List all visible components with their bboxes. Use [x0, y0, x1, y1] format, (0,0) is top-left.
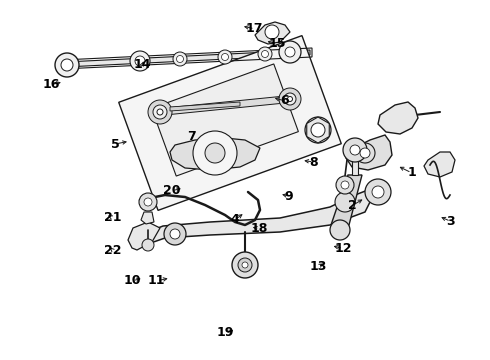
Polygon shape [255, 22, 290, 44]
Polygon shape [170, 102, 240, 111]
Polygon shape [141, 212, 154, 224]
Circle shape [176, 55, 183, 63]
Circle shape [279, 88, 301, 110]
Polygon shape [170, 138, 260, 170]
Text: 6: 6 [280, 94, 289, 107]
Text: 8: 8 [309, 156, 318, 168]
Circle shape [238, 258, 252, 272]
Circle shape [218, 50, 232, 64]
Text: 1: 1 [407, 166, 416, 179]
Circle shape [372, 186, 384, 198]
Polygon shape [140, 190, 372, 245]
Circle shape [343, 138, 367, 162]
Text: 4: 4 [231, 213, 240, 226]
Circle shape [355, 143, 375, 163]
Text: 14: 14 [133, 58, 151, 71]
Text: 10: 10 [123, 274, 141, 287]
Polygon shape [128, 222, 160, 250]
Circle shape [285, 47, 295, 57]
Polygon shape [119, 36, 342, 210]
Text: 22: 22 [104, 244, 122, 257]
Circle shape [61, 59, 73, 71]
Text: 3: 3 [446, 215, 455, 228]
Circle shape [265, 25, 279, 39]
Circle shape [135, 56, 145, 66]
Polygon shape [331, 175, 362, 225]
Text: 5: 5 [111, 138, 120, 150]
Circle shape [242, 262, 248, 268]
Circle shape [336, 176, 354, 194]
Circle shape [55, 53, 79, 77]
Polygon shape [346, 135, 392, 170]
Circle shape [341, 181, 349, 189]
Circle shape [130, 51, 150, 71]
Text: 15: 15 [268, 37, 286, 50]
Circle shape [164, 223, 186, 245]
Circle shape [148, 100, 172, 124]
Circle shape [173, 52, 187, 66]
Circle shape [360, 148, 370, 158]
Circle shape [170, 229, 180, 239]
Text: 12: 12 [334, 242, 352, 255]
Text: 7: 7 [187, 130, 196, 143]
Text: 13: 13 [310, 260, 327, 273]
Circle shape [144, 198, 152, 206]
Text: 21: 21 [104, 211, 122, 224]
Circle shape [330, 220, 350, 240]
Text: 17: 17 [246, 22, 264, 35]
Polygon shape [378, 102, 418, 134]
Circle shape [193, 131, 237, 175]
Polygon shape [424, 152, 455, 177]
Circle shape [262, 50, 269, 58]
Circle shape [279, 41, 301, 63]
Text: 16: 16 [43, 78, 60, 91]
Text: 19: 19 [217, 327, 234, 339]
Text: 18: 18 [251, 222, 269, 235]
Circle shape [335, 192, 355, 212]
Circle shape [311, 123, 325, 137]
Polygon shape [352, 155, 358, 175]
Circle shape [142, 239, 154, 251]
Circle shape [153, 105, 167, 119]
Circle shape [258, 47, 272, 61]
Text: 9: 9 [285, 190, 294, 203]
Circle shape [365, 179, 391, 205]
Circle shape [305, 117, 331, 143]
Polygon shape [155, 96, 285, 116]
Circle shape [284, 93, 296, 105]
Text: 11: 11 [148, 274, 166, 287]
Polygon shape [65, 50, 310, 67]
Circle shape [288, 96, 293, 102]
Polygon shape [151, 64, 298, 176]
Circle shape [205, 143, 225, 163]
Polygon shape [307, 117, 329, 143]
Text: 20: 20 [163, 184, 180, 197]
Circle shape [350, 145, 360, 155]
Circle shape [139, 193, 157, 211]
Circle shape [221, 54, 228, 60]
Circle shape [157, 109, 163, 115]
Circle shape [232, 252, 258, 278]
Text: 2: 2 [348, 199, 357, 212]
